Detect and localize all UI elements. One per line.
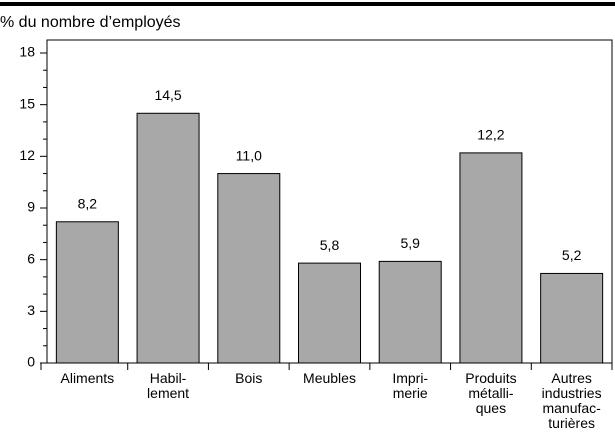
bar: [298, 262, 361, 364]
y-tick-label: 6: [27, 250, 35, 266]
value-label: 14,5: [154, 87, 181, 103]
bar: [378, 260, 442, 364]
y-tick-label: 9: [27, 199, 35, 215]
x-tick-label: Produits métalli-ques: [465, 370, 516, 416]
value-label: 11,0: [236, 147, 262, 163]
x-tick-label-line: ques: [476, 400, 506, 416]
x-tick-label-line: Meubles: [303, 370, 356, 386]
x-tick-label: Habil-lement: [147, 370, 189, 401]
x-tick-label-line: Produits: [465, 370, 516, 386]
x-tick-label: Meubles: [303, 370, 356, 386]
value-label: 5,9: [400, 235, 420, 251]
x-tick-label: Aliments: [61, 370, 115, 386]
value-label: 8,2: [78, 195, 98, 211]
value-label: 5,8: [320, 237, 340, 253]
bar: [55, 221, 119, 364]
y-tick-label: 3: [27, 302, 35, 318]
x-tick-label-line: turières: [548, 415, 595, 431]
x-tick-label-line: manufac-: [542, 400, 601, 416]
x-tick-label: Bois: [235, 370, 262, 386]
y-tick-label: 0: [27, 354, 35, 370]
x-tick-label-line: merie: [393, 385, 428, 401]
bar: [459, 152, 523, 364]
x-tick-label: Impri-merie: [392, 370, 428, 401]
x-tick-label-line: Aliments: [61, 370, 115, 386]
y-tick-label: 12: [19, 147, 35, 163]
bar: [217, 173, 281, 364]
x-tick-label-line: Bois: [235, 370, 262, 386]
x-tick-label-line: Autres: [551, 370, 591, 386]
x-tick-label-line: Habil-: [150, 370, 187, 386]
bar: [540, 272, 604, 364]
x-tick-label-line: lement: [147, 385, 189, 401]
x-tick-label-line: industries: [542, 385, 602, 401]
bar: [136, 112, 200, 364]
x-tick-label: Autres industries manufac-turières: [542, 370, 602, 431]
y-tick-label: 15: [19, 95, 35, 111]
top-rule: [0, 2, 615, 6]
chart-title: % du nombre d’employés: [0, 14, 181, 31]
x-tick-label-line: Impri-: [392, 370, 428, 386]
y-tick-label: 18: [19, 44, 35, 60]
x-tick-label-line: métalli-: [468, 385, 513, 401]
value-label: 12,2: [477, 127, 504, 143]
value-label: 5,2: [562, 247, 582, 263]
